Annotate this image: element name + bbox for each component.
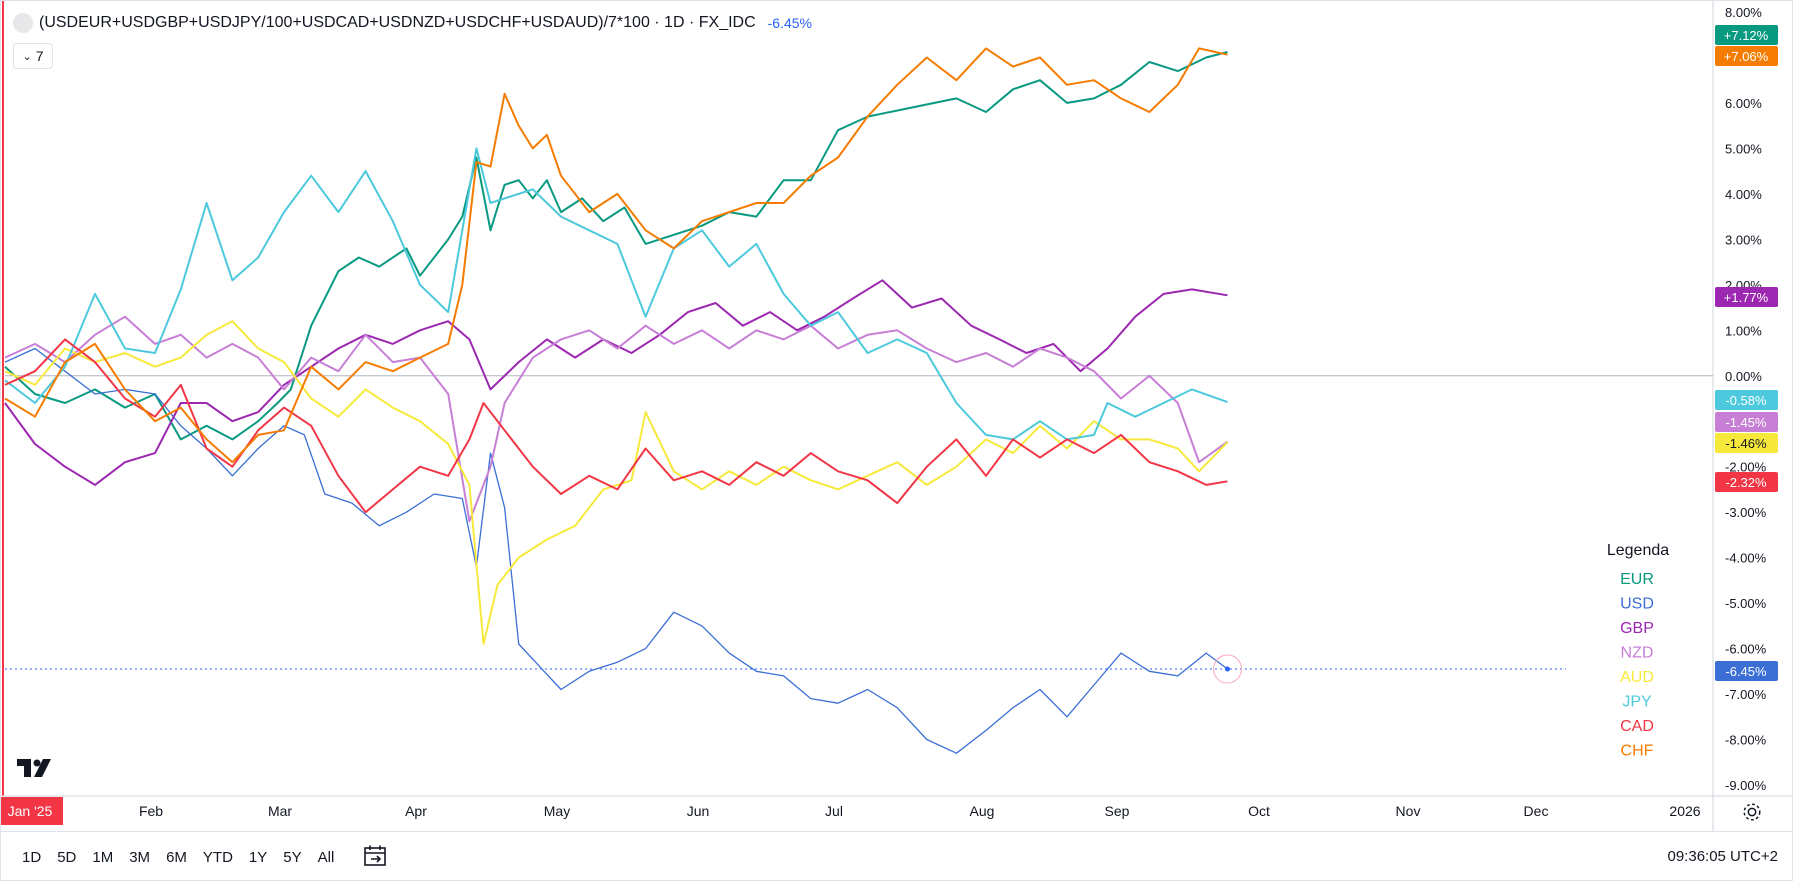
- range-button-ytd[interactable]: YTD: [202, 849, 233, 866]
- x-tick-label: Nov: [1396, 803, 1421, 819]
- last-point-ring: [1213, 654, 1242, 684]
- legend-item-aud: AUD: [1620, 669, 1654, 686]
- series-line-usd[interactable]: [4, 347, 1228, 754]
- range-button-5y[interactable]: 5Y: [283, 849, 302, 866]
- clock-timezone[interactable]: 09:36:05 UTC+2: [1667, 848, 1779, 865]
- last-value-badge-cad: [1715, 472, 1778, 492]
- last-value-badge-chf: [1715, 46, 1778, 66]
- series-line-eur[interactable]: [4, 51, 1228, 441]
- last-value-label: -1.45%: [1725, 415, 1767, 430]
- x-tick-label: Mar: [268, 803, 292, 819]
- last-value-label: +7.12%: [1724, 28, 1769, 43]
- legend-item-chf: CHF: [1621, 743, 1654, 760]
- legend-item-jpy: JPY: [1622, 694, 1652, 711]
- x-tick-label: Sep: [1105, 803, 1130, 819]
- last-value-badge-nzd: [1715, 412, 1778, 432]
- indicators-count: 7: [35, 48, 44, 64]
- last-value-label: +7.06%: [1724, 49, 1769, 64]
- legend-item-gbp: GBP: [1620, 620, 1654, 637]
- settings-gear-icon[interactable]: [1741, 801, 1763, 823]
- range-button-1m[interactable]: 1M: [92, 849, 114, 866]
- range-button-3m[interactable]: 3M: [129, 849, 151, 866]
- y-tick-label: 4.00%: [1725, 187, 1762, 202]
- x-tick-label: Feb: [139, 803, 163, 819]
- date-range-buttons: 1D 5D 1M 3M 6M YTD 1Y 5Y All: [15, 846, 341, 869]
- y-tick-label: 5.00%: [1725, 141, 1762, 156]
- x-tick-label: 2026: [1669, 803, 1700, 819]
- x-tick-label: Jan '25: [8, 803, 53, 819]
- y-tick-label: 6.00%: [1725, 96, 1762, 111]
- range-button-6m[interactable]: 6M: [166, 849, 187, 866]
- y-tick-label: 3.00%: [1725, 232, 1762, 247]
- y-tick-label: -4.00%: [1725, 551, 1767, 566]
- y-tick-label: 1.00%: [1725, 323, 1762, 338]
- go-to-date-calendar-icon[interactable]: [363, 844, 389, 868]
- last-value-label: +1.77%: [1724, 290, 1769, 305]
- y-tick-label: -9.00%: [1725, 778, 1767, 793]
- last-point-dot: [1225, 666, 1230, 672]
- symbol-change: -6.45%: [767, 15, 812, 31]
- price-chart[interactable]: 8.00%6.00%5.00%4.00%3.00%2.00%1.00%0.00%…: [1, 1, 1793, 831]
- range-button-5d[interactable]: 5D: [57, 849, 77, 866]
- indicators-collapse-button[interactable]: ⌄ 7: [13, 43, 53, 69]
- x-tick-label: Jun: [687, 803, 710, 819]
- x-tick-label: Aug: [970, 803, 995, 819]
- y-tick-label: -7.00%: [1725, 687, 1767, 702]
- last-value-badge-jpy: [1715, 390, 1778, 410]
- bottom-toolbar: 1D 5D 1M 3M 6M YTD 1Y 5Y All 09:36:05 UTC+2: [1, 831, 1793, 882]
- last-value-badge-aud: [1715, 433, 1778, 453]
- last-value-badge-usd: [1715, 661, 1778, 681]
- last-value-label: -6.45%: [1725, 664, 1767, 679]
- series-line-jpy[interactable]: [4, 147, 1228, 441]
- last-value-badge-gbp: [1715, 287, 1778, 307]
- symbol-title[interactable]: (USDEUR+USDGBP+USDJPY/100+USDCAD+USDNZD+…: [39, 14, 756, 31]
- legend-item-nzd: NZD: [1621, 645, 1654, 662]
- range-button-all[interactable]: All: [317, 849, 335, 866]
- series-line-chf[interactable]: [4, 47, 1228, 464]
- x-tick-label: Jul: [825, 803, 843, 819]
- x-tick-label: Dec: [1524, 803, 1549, 819]
- y-tick-label: -2.00%: [1725, 460, 1767, 475]
- range-button-1d[interactable]: 1D: [22, 849, 42, 866]
- legend-item-cad: CAD: [1620, 718, 1654, 735]
- last-value-badge-eur: [1715, 25, 1778, 45]
- x-tick-label: May: [544, 803, 570, 819]
- last-value-label: -2.32%: [1725, 475, 1767, 490]
- y-tick-label: -3.00%: [1725, 505, 1767, 520]
- legend-title: Legenda: [1607, 542, 1669, 559]
- last-value-label: -0.58%: [1725, 393, 1767, 408]
- y-tick-label: -8.00%: [1725, 733, 1767, 748]
- series-line-nzd[interactable]: [4, 315, 1229, 523]
- series-line-cad[interactable]: [4, 338, 1228, 514]
- y-tick-label: -5.00%: [1725, 596, 1767, 611]
- chevron-down-icon: ⌄: [22, 50, 32, 63]
- last-value-label: -1.46%: [1725, 436, 1767, 451]
- legend-item-eur: EUR: [1620, 571, 1654, 588]
- legend-item-usd: USD: [1620, 596, 1654, 613]
- range-button-1y[interactable]: 1Y: [248, 849, 268, 866]
- x-tick-label: Oct: [1248, 803, 1270, 819]
- x-tick-label: Apr: [405, 803, 427, 819]
- y-tick-label: -6.00%: [1725, 642, 1767, 657]
- chart-header: (USDEUR+USDGBP+USDJPY/100+USDCAD+USDNZD+…: [13, 11, 812, 35]
- range-start-date-badge: [1, 797, 63, 825]
- series-line-aud[interactable]: [4, 320, 1229, 645]
- tradingview-logo-icon[interactable]: [17, 757, 55, 779]
- y-tick-label: 0.00%: [1725, 369, 1762, 384]
- symbol-logo-icon: [13, 13, 33, 33]
- y-tick-label: 8.00%: [1725, 5, 1762, 20]
